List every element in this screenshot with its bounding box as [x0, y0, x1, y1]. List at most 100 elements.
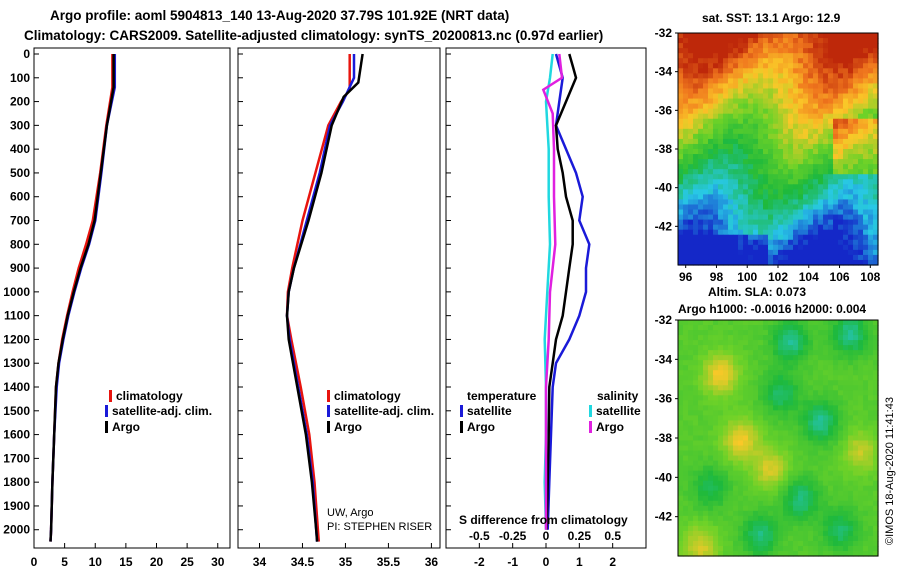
sst-cell — [688, 113, 694, 120]
sst-cell — [833, 113, 839, 120]
sst-cell — [743, 143, 749, 150]
sla-cell — [873, 435, 879, 442]
sla-cell — [808, 445, 814, 452]
sla-cell — [813, 400, 819, 406]
sst-cell — [803, 73, 809, 79]
sla-cell — [738, 470, 744, 477]
sst-cell — [688, 128, 694, 135]
sla-cell — [843, 420, 849, 427]
sla-cell — [813, 450, 819, 457]
sst-cell — [818, 43, 824, 49]
sla-cell — [688, 330, 694, 336]
sst-cell — [848, 159, 854, 165]
sla-cell — [873, 460, 879, 467]
sla-cell — [723, 510, 729, 517]
sst-cell — [763, 229, 769, 236]
sla-cell — [823, 375, 829, 381]
x-tick-label: 34.5 — [291, 555, 315, 569]
sla-cell — [783, 545, 789, 552]
sla-cell — [733, 485, 739, 492]
sst-cell — [853, 63, 859, 69]
sla-cell — [758, 480, 764, 487]
sst-cell — [703, 113, 709, 120]
sst-cell — [773, 234, 779, 241]
sst-cell — [873, 249, 879, 256]
sla-cell — [838, 425, 844, 432]
sla-cell — [738, 405, 744, 411]
sla-cell — [778, 510, 784, 517]
sst-cell — [778, 118, 784, 125]
sla-cell — [828, 415, 834, 422]
sla-cell — [828, 385, 834, 391]
sla-cell — [813, 530, 819, 537]
sla-cell — [828, 530, 834, 537]
sla-cell — [863, 335, 869, 341]
sst-cell — [833, 254, 839, 261]
sla-cell — [773, 360, 779, 366]
sla-cell — [758, 380, 764, 386]
sla-cell — [683, 465, 689, 472]
sla-cell — [853, 525, 859, 532]
sst-cell — [853, 159, 859, 165]
sla-cell — [808, 400, 814, 406]
sst-cell — [833, 48, 839, 54]
sla-cell — [733, 455, 739, 462]
sst-cell — [868, 239, 874, 246]
sla-cell — [873, 380, 879, 386]
sst-cell — [763, 108, 769, 115]
sst-cell — [848, 174, 854, 180]
sst-cell — [718, 209, 724, 216]
sla-cell — [818, 550, 824, 557]
sla-cell — [803, 480, 809, 487]
sla-cell — [868, 490, 874, 497]
sla-cell — [748, 400, 754, 406]
sst-cell — [788, 38, 794, 44]
sla-cell — [788, 480, 794, 487]
sla-cell — [858, 550, 864, 557]
sla-cell — [863, 430, 869, 437]
sla-cell — [828, 370, 834, 376]
sst-cell — [853, 103, 859, 110]
sla-cell — [743, 350, 749, 356]
sla-cell — [718, 395, 724, 401]
sst-cell — [713, 128, 719, 135]
sla-cell — [818, 320, 824, 326]
sst-cell — [768, 123, 774, 130]
sst-cell — [753, 234, 759, 241]
sst-cell — [873, 128, 879, 135]
sla-cell — [753, 370, 759, 376]
sla-cell — [708, 355, 714, 361]
sst-cell — [793, 249, 799, 256]
sst-cell — [768, 234, 774, 241]
sst-cell — [783, 234, 789, 241]
sla-cell — [688, 490, 694, 497]
sla-cell — [713, 420, 719, 427]
sla-cell — [853, 480, 859, 487]
sla-cell — [768, 360, 774, 366]
sla-cell — [713, 320, 719, 326]
sla-cell — [728, 375, 734, 381]
sla-cell — [838, 470, 844, 477]
sst-cell — [828, 209, 834, 216]
credit-pi: PI: STEPHEN RISER — [327, 521, 432, 533]
sst-cell — [698, 199, 704, 206]
sst-cell — [858, 108, 864, 115]
sst-cell — [853, 118, 859, 125]
sla-cell — [738, 435, 744, 442]
sst-cell — [778, 113, 784, 120]
sla-cell — [743, 410, 749, 416]
sst-cell — [723, 189, 729, 195]
sla-cell — [738, 505, 744, 512]
sst-cell — [778, 219, 784, 226]
sla-cell — [793, 430, 799, 437]
sla-cell — [773, 420, 779, 427]
sst-cell — [828, 249, 834, 256]
sla-cell — [693, 415, 699, 422]
sla-cell — [853, 495, 859, 502]
sst-cell — [843, 254, 849, 261]
sla-cell — [708, 515, 714, 522]
sst-cell — [818, 93, 824, 100]
sst-cell — [838, 103, 844, 110]
sst-cell — [778, 78, 784, 85]
sla-cell — [703, 360, 709, 366]
